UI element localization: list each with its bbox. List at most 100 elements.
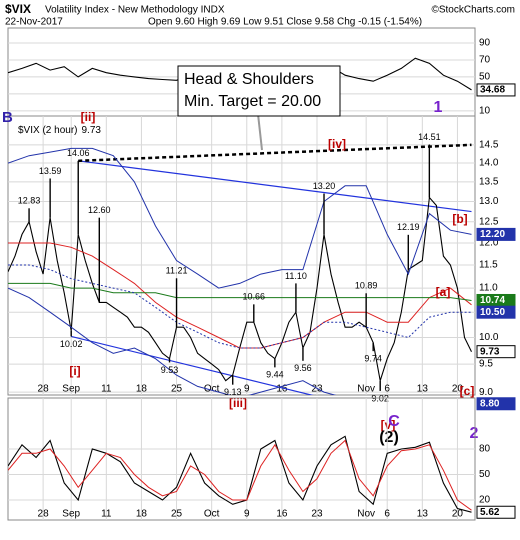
legend-name: $VIX (2 hour) [18, 125, 77, 136]
y-tick-label: 9.0 [479, 387, 493, 398]
wave-label: [ii] [81, 110, 96, 124]
wave-label: [i] [69, 364, 80, 378]
plot-area [8, 435, 472, 513]
x-tick-label: Nov [357, 509, 375, 520]
wave-label: [iv] [328, 137, 346, 151]
y-tick-label: 90 [479, 38, 491, 49]
x-tick-label: Sep [62, 509, 80, 520]
trend-line [78, 143, 472, 163]
trend-line [71, 335, 314, 395]
wave-label: [a] [436, 285, 451, 299]
price-label: 9.44 [266, 370, 284, 380]
x-tick-label: 9 [244, 509, 250, 520]
value-tag-label: 34.68 [480, 85, 505, 96]
y-tick-label: 50 [479, 72, 491, 83]
price-label: 10.89 [355, 281, 378, 291]
credit: ©StockCharts.com [431, 5, 515, 16]
date: 22-Nov-2017 [5, 17, 63, 28]
y-tick-label: 13.0 [479, 196, 499, 207]
x-tick-label: 25 [171, 509, 183, 520]
price-label: 10.02 [60, 339, 83, 349]
y-tick-label: 50 [479, 469, 491, 480]
wave-label: C [388, 413, 400, 430]
series-line [8, 282, 472, 301]
y-tick-label: 10 [479, 106, 491, 117]
value-tag-label: 5.62 [480, 507, 500, 518]
wave-label: 1 [434, 99, 443, 116]
x-tick-label: 23 [311, 509, 323, 520]
x-tick-label: 9 [244, 384, 250, 395]
x-tick-label: Oct [204, 509, 220, 520]
x-tick-label: 6 [384, 509, 390, 520]
legend-value: 9.73 [81, 125, 101, 136]
price-label: 12.19 [397, 222, 420, 232]
price-label: 12.60 [88, 205, 111, 215]
x-tick-label: 23 [311, 384, 323, 395]
price-label: 11.21 [166, 266, 188, 276]
x-tick-label: 20 [452, 509, 464, 520]
series-line [8, 264, 472, 349]
x-tick-label: 18 [136, 509, 148, 520]
y-tick-label: 12.5 [479, 216, 499, 227]
wave-label: [v] [381, 418, 396, 432]
x-tick-label: 28 [38, 384, 50, 395]
price-label: 9.74 [364, 354, 382, 364]
value-tag-label: 10.74 [480, 295, 505, 306]
wave-label: (2) [379, 429, 399, 446]
value-tag [476, 397, 516, 411]
y-tick-label: 12.0 [479, 238, 499, 249]
value-tag [476, 505, 516, 519]
value-tag [476, 227, 516, 241]
quote: Open 9.60 High 9.69 Low 9.51 Close 9.58 … [148, 17, 422, 28]
x-tick-label: Oct [204, 384, 220, 395]
callout-box [177, 65, 341, 117]
price-label: 14.06 [67, 148, 90, 158]
series-line [8, 287, 337, 395]
x-tick-label: 18 [136, 384, 148, 395]
value-tag-label: 10.50 [480, 307, 505, 318]
wave-label: B [2, 109, 13, 126]
trend-line [78, 160, 472, 213]
x-tick-label: 16 [276, 384, 288, 395]
callout-pointer [257, 113, 263, 151]
x-tick-label: 25 [171, 384, 183, 395]
value-tag [476, 83, 516, 97]
price-label: 9.53 [161, 365, 179, 375]
x-tick-label: 16 [276, 509, 288, 520]
price-label: 13.20 [313, 181, 336, 191]
y-tick-label: 9.5 [479, 359, 493, 370]
series-line [8, 242, 472, 349]
legend: $VIX (2 hour) 9.73 [18, 125, 101, 136]
x-tick-label: 13 [417, 509, 429, 520]
value-tag-label: 9.73 [480, 346, 500, 357]
wave-label: [b] [452, 212, 467, 226]
series-line [8, 435, 472, 513]
price-label: 10.66 [243, 292, 266, 302]
y-tick-label: 11.0 [479, 283, 498, 294]
y-tick-label: 80 [479, 444, 491, 455]
x-tick-label: 13 [417, 384, 429, 395]
price-label: 13.59 [39, 166, 62, 176]
callout-text: Min. Target = 20.00 [184, 93, 321, 110]
x-tick-label: 11 [101, 509, 112, 520]
callout-text: Head & Shoulders [184, 71, 314, 88]
series-line [8, 439, 472, 511]
x-tick-label: 28 [38, 509, 50, 520]
x-tick-label: 11 [101, 384, 112, 395]
y-tick-label: 14.0 [479, 158, 499, 169]
index-name: Volatility Index - New Methodology INDX [45, 5, 225, 16]
wave-label: [iii] [229, 396, 247, 410]
value-tag [476, 345, 516, 359]
panel-frame [7, 397, 476, 521]
wave-label: [c] [460, 384, 475, 398]
value-tag-label: 12.20 [480, 229, 505, 240]
wave-label: 2 [470, 425, 479, 442]
y-tick-label: 11.5 [479, 260, 498, 271]
y-tick-label: 13.5 [479, 177, 499, 188]
x-tick-label: 20 [452, 384, 464, 395]
x-tick-label: Sep [62, 384, 80, 395]
y-tick-label: 10.0 [479, 332, 499, 343]
price-label: 9.56 [294, 363, 312, 373]
price-label: 12.83 [18, 196, 41, 206]
